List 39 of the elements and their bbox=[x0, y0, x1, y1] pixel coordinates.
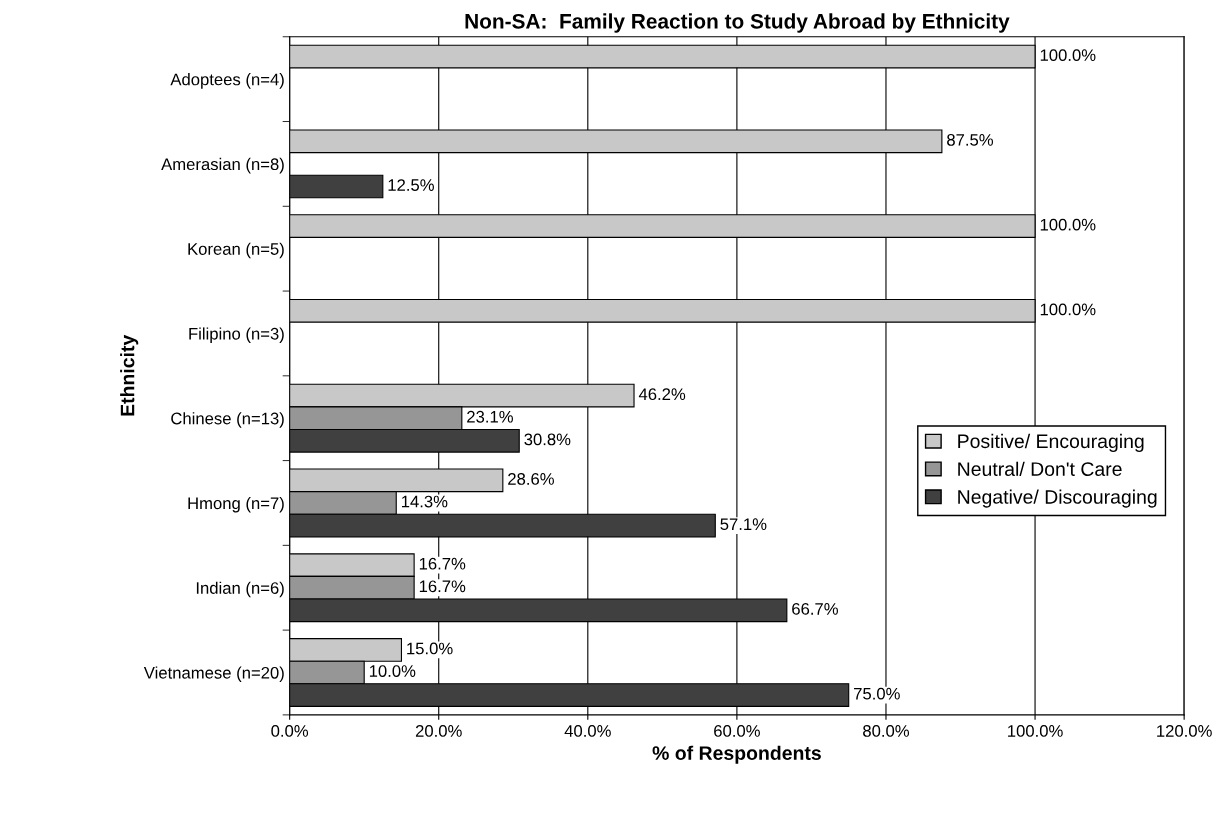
legend-label: Negative/ Discouraging bbox=[958, 489, 1157, 508]
data-label: 16.7% bbox=[419, 557, 466, 570]
y-tick-label: Korean (n=5) bbox=[188, 242, 284, 259]
data-label: 12.5% bbox=[388, 179, 434, 191]
data-label: 100.0% bbox=[1040, 218, 1096, 231]
y-tick-label: Filipino (n=3) bbox=[189, 327, 284, 343]
y-tick-label: Hmong (n=7) bbox=[188, 496, 284, 513]
data-label: 100.0% bbox=[1040, 49, 1096, 62]
data-label: 28.6% bbox=[508, 473, 554, 485]
x-tick-label: 0.0% bbox=[271, 725, 309, 737]
y-tick-label: Indian (n=6) bbox=[196, 581, 284, 598]
x-axis-title: % of Respondents bbox=[652, 745, 821, 764]
data-label: 57.1% bbox=[720, 518, 767, 531]
x-tick-label: 60.0% bbox=[714, 725, 760, 737]
data-label: 75.0% bbox=[854, 687, 900, 700]
y-tick-label: Adoptees (n=4) bbox=[170, 73, 284, 89]
y-tick-label: Amerasian (n=8) bbox=[161, 157, 284, 174]
data-label: 23.1% bbox=[467, 410, 513, 423]
bar bbox=[289, 174, 384, 199]
data-label: 10.0% bbox=[369, 665, 416, 677]
data-label: 30.8% bbox=[524, 433, 571, 446]
chart-title: Non-SA: Family Reaction to Study Abroad by Ethnicity bbox=[465, 13, 1010, 33]
legend-label: Positive/ Encouraging bbox=[958, 433, 1144, 452]
legend-label: Neutral/ Don't Care bbox=[958, 461, 1122, 476]
y-axis-title: Ethnicity bbox=[120, 334, 139, 416]
x-tick-label: 100.0% bbox=[1008, 725, 1063, 737]
data-label: 15.0% bbox=[407, 642, 453, 655]
data-label: 46.2% bbox=[638, 388, 686, 401]
data-label: 16.7% bbox=[419, 580, 466, 593]
data-label: 66.7% bbox=[792, 603, 838, 615]
y-tick-label: Chinese (n=13) bbox=[171, 412, 284, 428]
x-tick-label: 80.0% bbox=[863, 725, 910, 737]
data-label: 100.0% bbox=[1040, 303, 1096, 316]
y-tick-label: Vietnamese (n=20) bbox=[143, 666, 284, 682]
x-tick-label: 120.0% bbox=[1157, 725, 1212, 737]
x-tick-label: 40.0% bbox=[564, 725, 611, 737]
data-label: 14.3% bbox=[401, 495, 448, 508]
x-tick-label: 20.0% bbox=[415, 725, 462, 737]
data-label: 87.5% bbox=[947, 133, 994, 146]
